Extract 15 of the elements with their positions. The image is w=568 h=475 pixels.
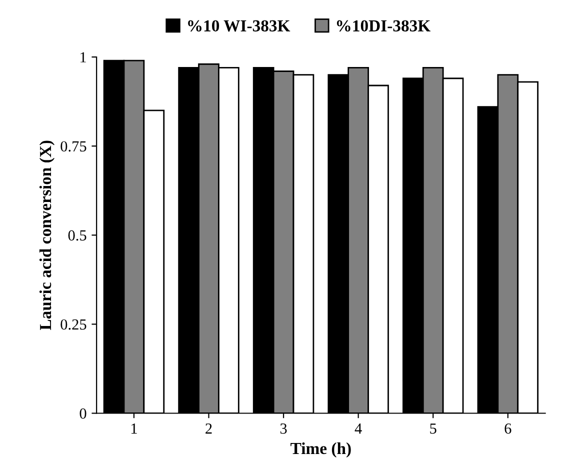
y-tick-label: 0.5	[68, 230, 86, 241]
legend-label: %10 WI-383K	[188, 20, 290, 32]
y-tick-label: 1	[80, 52, 86, 62]
x-tick-label: 3	[280, 423, 287, 434]
x-tick-label: 5	[430, 424, 436, 434]
y-axis-title: Lauric acid conversion (X)	[39, 140, 55, 330]
legend-label: %10DI-383K	[336, 20, 430, 32]
y-tick-label: 0	[80, 408, 86, 419]
x-tick-label: 2	[206, 423, 212, 434]
x-tick-label: 4	[354, 424, 362, 434]
x-tick-label: 1	[131, 423, 137, 434]
y-tick-label: 0.25	[60, 319, 86, 330]
y-tick-label: 0.75	[60, 141, 86, 152]
x-tick-label: 6	[504, 423, 512, 434]
x-axis-title: Time (h)	[290, 442, 351, 458]
